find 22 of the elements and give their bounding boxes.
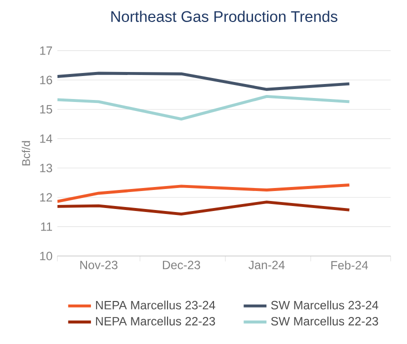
x-tick-label: Feb-24 [331,260,368,270]
y-tick-label: 17 [40,46,52,55]
y-axis-title: Bcf/d [22,141,30,166]
line-series [57,184,351,203]
line-series [57,72,351,91]
y-tick-label: 15 [40,105,52,114]
y-tick-label: 13 [40,164,52,172]
legend-label: NEPA Marcellus 23-24 [96,300,216,310]
y-tick-label: 11 [41,222,52,231]
line-series [57,200,351,216]
legend-label: SW Marcellus 22-23 [271,316,378,326]
y-tick-label: 16 [40,76,52,84]
x-tick-label: Dec-23 [162,260,200,270]
legend-label: NEPA Marcellus 22-23 [96,316,216,326]
y-tick-label: 14 [40,134,52,143]
legend-label: SW Marcellus 23-24 [271,300,378,310]
chart-title: Northeast Gas Production Trends [111,10,338,22]
y-tick-label: 10 [40,252,52,260]
x-tick-label: Jan-24 [248,260,285,270]
y-tick-label: 12 [40,193,52,202]
line-series [57,94,351,120]
x-tick-label: Nov-23 [80,260,118,270]
